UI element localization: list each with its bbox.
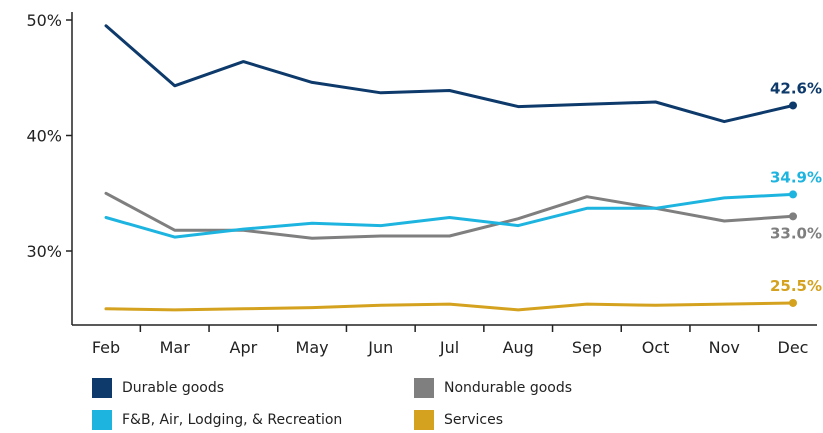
y-tick-label: 30% — [26, 242, 62, 261]
legend-item-fb-air-lodging-recreation: F&B, Air, Lodging, & Recreation — [92, 410, 342, 430]
series-line-fb — [104, 192, 795, 239]
end-labels: 42.6% 33.0% 34.9% 25.5% — [770, 79, 822, 295]
line-chart: 30% 40% 50% Feb Mar Apr May Jun Jul Aug Sep Oct Nov D… — [26, 11, 822, 357]
y-tick-label: 50% — [26, 11, 62, 30]
series-line-nondurable — [104, 191, 795, 240]
series-line-durable — [104, 24, 795, 124]
legend-swatch-nondurable-goods — [414, 378, 434, 398]
x-tick-label: Nov — [709, 338, 740, 357]
end-label-durable: 42.6% — [770, 79, 822, 97]
legend-label-durable-goods: Durable goods — [122, 380, 225, 396]
legend-item-durable-goods: Durable goods — [92, 378, 224, 398]
legend-swatch-services — [414, 410, 434, 430]
end-label-services: 25.5% — [770, 277, 822, 295]
end-point-nondurable — [789, 212, 797, 221]
x-tick-label: Feb — [92, 338, 120, 357]
x-tick-label: Sep — [572, 338, 602, 357]
x-tick-label: Aug — [503, 338, 534, 357]
legend-swatch-fb-air-lodging-recreation — [92, 410, 112, 430]
end-point-fb — [789, 190, 797, 199]
end-label-nondurable: 33.0% — [770, 224, 822, 242]
x-tick-label: Jul — [439, 338, 459, 357]
series-line-services — [104, 301, 795, 312]
end-label-fb: 34.9% — [770, 168, 822, 186]
legend-item-nondurable-goods: Nondurable goods — [414, 378, 572, 398]
x-tick-label: Apr — [230, 338, 258, 357]
series-lines — [104, 24, 797, 312]
legend-swatch-durable-goods — [92, 378, 112, 398]
x-tick-label: Mar — [160, 338, 191, 357]
legend-label-nondurable-goods: Nondurable goods — [444, 380, 573, 396]
end-point-durable — [789, 101, 797, 110]
legend-item-services: Services — [414, 410, 503, 430]
legend-label-services: Services — [444, 412, 504, 428]
end-point-services — [789, 298, 797, 307]
x-tick-label: May — [296, 338, 329, 357]
legend-label-fb-air-lodging-recreation: F&B, Air, Lodging, & Recreation — [122, 412, 343, 428]
x-tick-label: Dec — [778, 338, 809, 357]
x-tick-label: Jun — [367, 338, 393, 357]
axes: 30% 40% 50% Feb Mar Apr May Jun Jul Aug Sep Oct Nov D… — [26, 11, 817, 357]
y-tick-label: 40% — [26, 127, 62, 146]
x-tick-label: Oct — [642, 338, 670, 357]
